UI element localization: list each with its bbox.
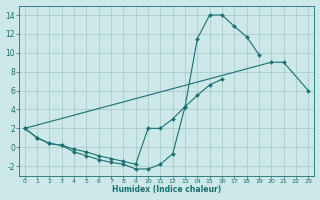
X-axis label: Humidex (Indice chaleur): Humidex (Indice chaleur) bbox=[112, 185, 221, 194]
